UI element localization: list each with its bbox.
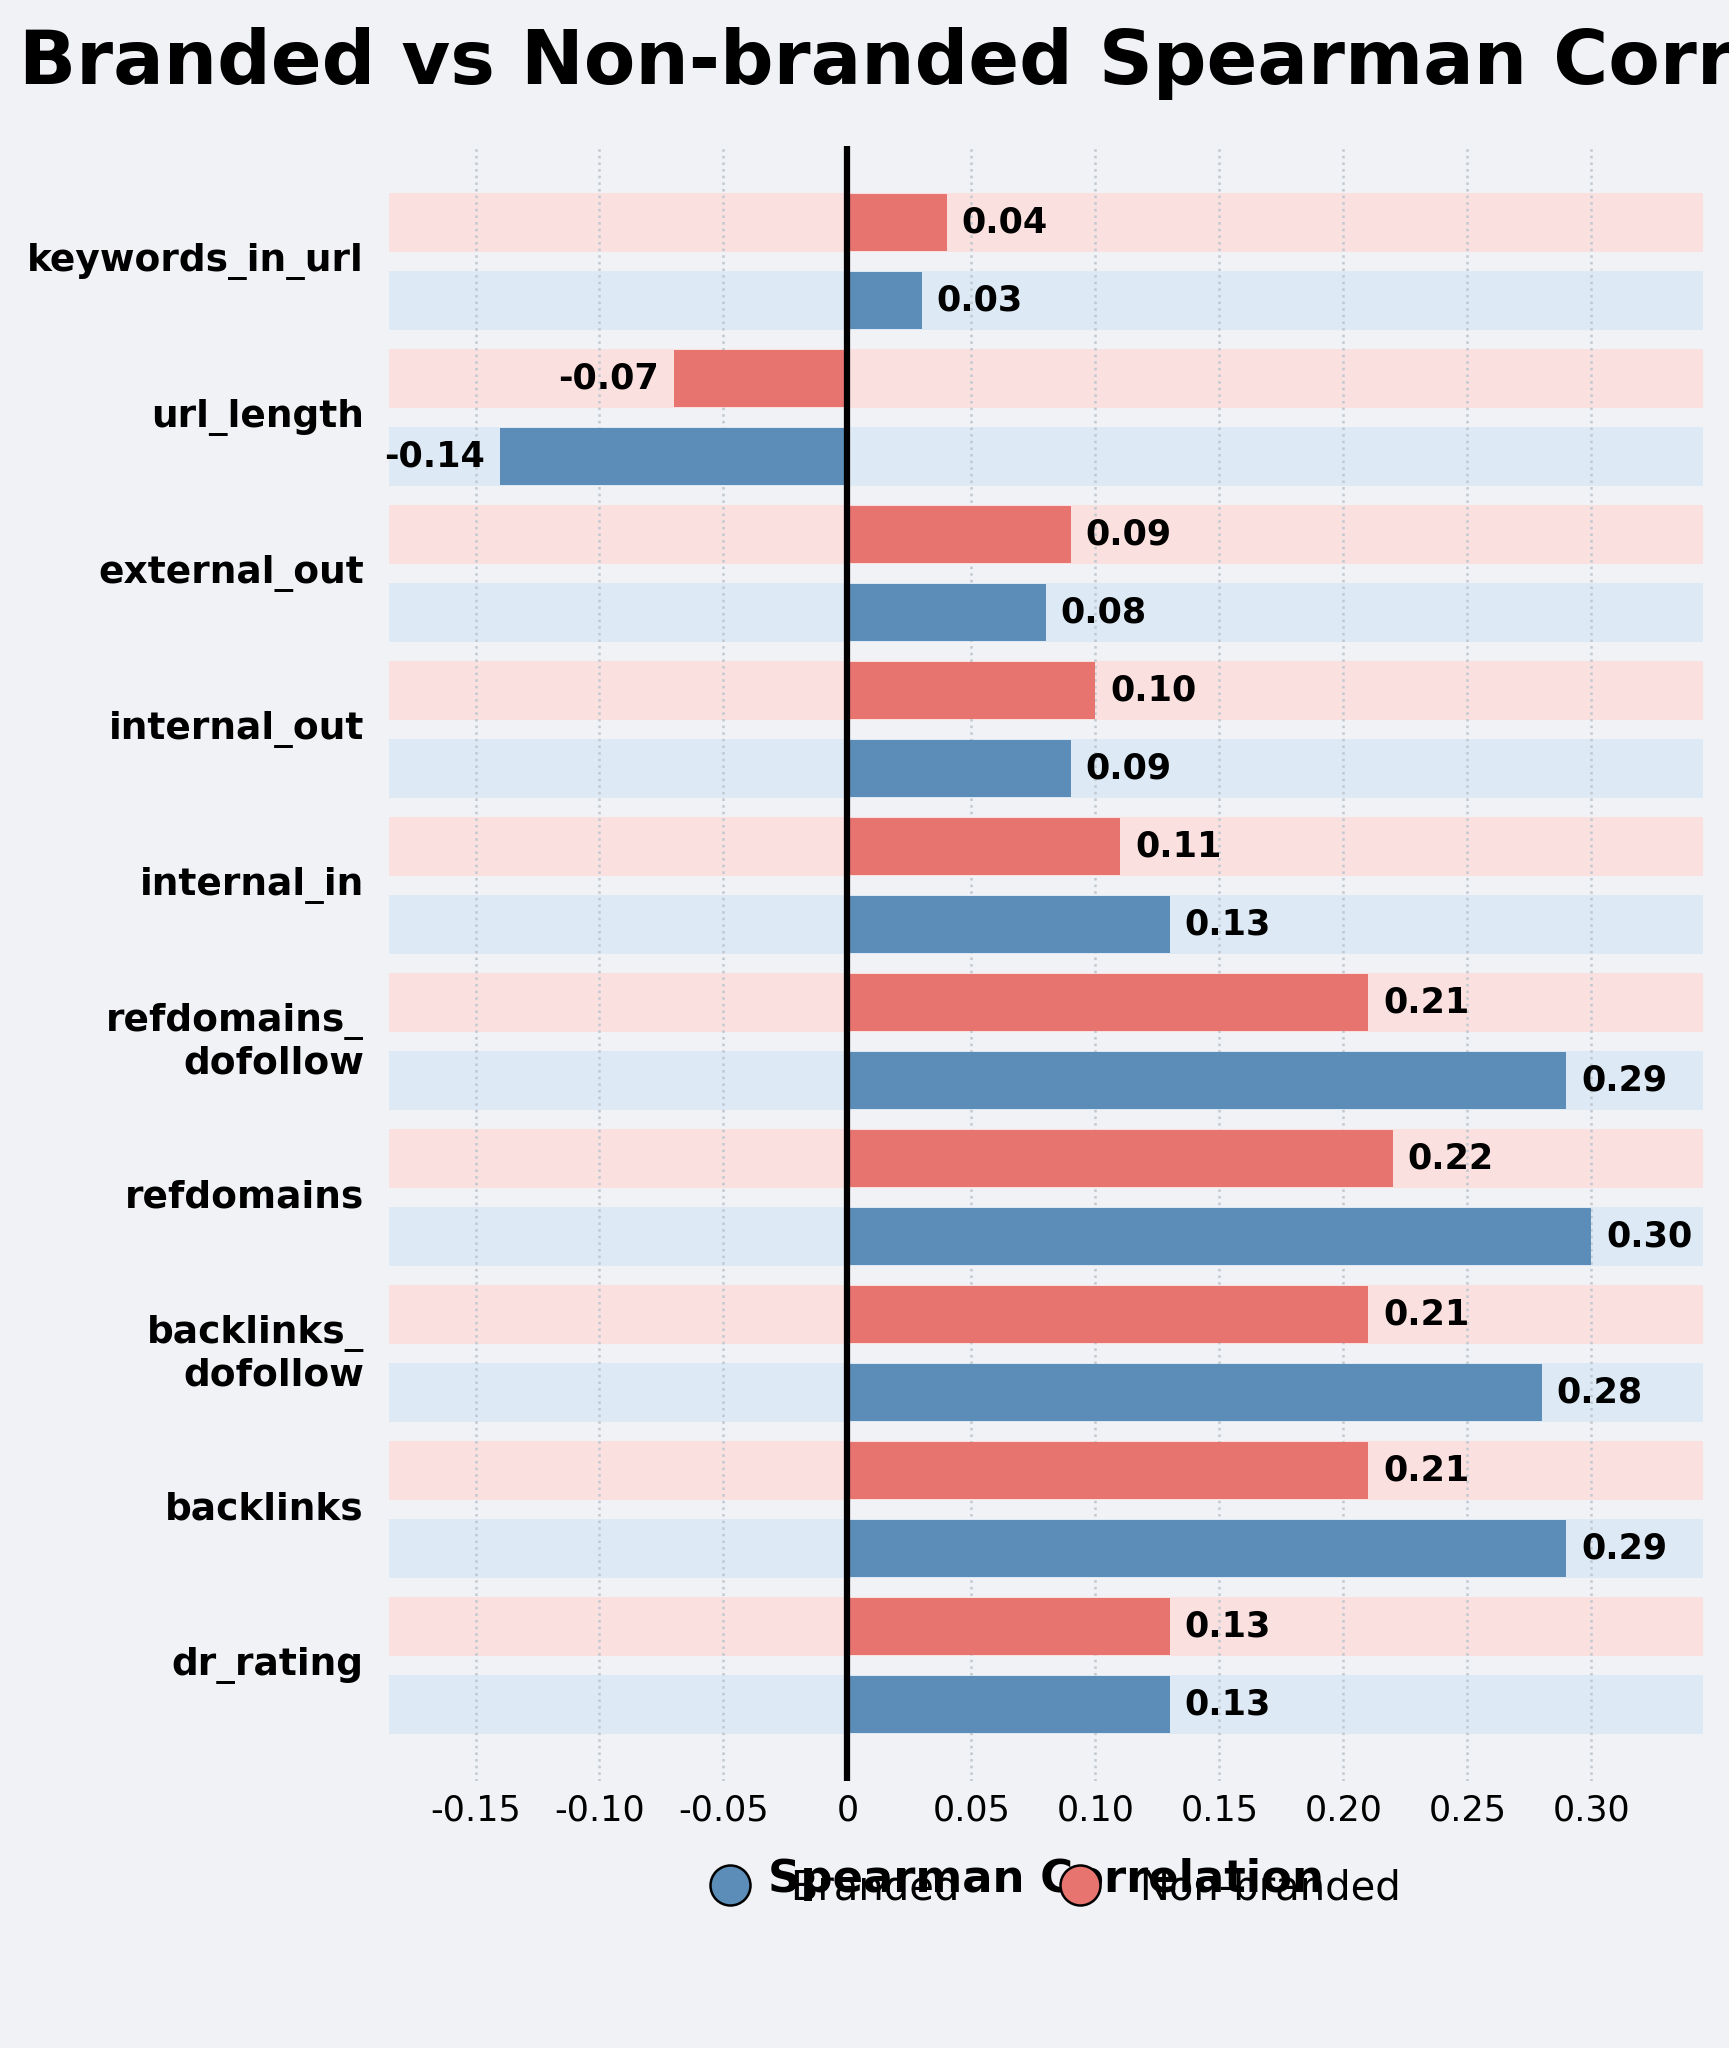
Bar — [847, 1442, 1368, 1499]
Text: 0.22: 0.22 — [1407, 1141, 1494, 1176]
Bar — [847, 272, 922, 330]
Bar — [847, 975, 1368, 1032]
Bar — [847, 584, 1046, 641]
Bar — [389, 506, 1701, 565]
Text: 0.08: 0.08 — [1060, 596, 1146, 631]
Bar — [847, 1597, 1169, 1655]
Bar — [847, 1364, 1541, 1421]
Bar — [674, 350, 847, 408]
Bar — [500, 428, 847, 485]
Text: -0.14: -0.14 — [384, 440, 486, 473]
Bar — [847, 1053, 1566, 1110]
Text: 0.09: 0.09 — [1084, 752, 1171, 786]
Text: 0.04: 0.04 — [961, 207, 1048, 240]
Text: 0.21: 0.21 — [1381, 1454, 1468, 1487]
Bar — [847, 1286, 1368, 1343]
Title: Branded vs Non-branded Spearman Correlations: Branded vs Non-branded Spearman Correlat… — [19, 27, 1729, 100]
Bar — [847, 1675, 1169, 1733]
Text: 0.29: 0.29 — [1580, 1063, 1667, 1098]
Bar — [847, 1130, 1392, 1188]
Bar — [389, 584, 1701, 643]
Text: 0.09: 0.09 — [1084, 518, 1171, 551]
Text: 0.21: 0.21 — [1381, 985, 1468, 1020]
Bar — [389, 270, 1701, 330]
Text: -0.07: -0.07 — [558, 362, 659, 395]
Bar — [847, 506, 1070, 563]
Bar — [389, 1675, 1701, 1735]
Bar — [389, 1206, 1701, 1266]
Bar — [389, 1128, 1701, 1188]
Bar — [389, 662, 1701, 721]
Bar — [389, 1520, 1701, 1579]
Bar — [389, 1362, 1701, 1421]
Bar — [847, 195, 946, 252]
Bar — [389, 895, 1701, 954]
Bar — [389, 350, 1701, 408]
Text: 0.13: 0.13 — [1184, 1688, 1271, 1722]
Bar — [389, 739, 1701, 799]
Text: 0.28: 0.28 — [1556, 1376, 1643, 1409]
Text: 0.21: 0.21 — [1381, 1298, 1468, 1331]
Text: 0.10: 0.10 — [1110, 674, 1196, 709]
Text: 0.11: 0.11 — [1134, 829, 1221, 864]
Bar — [847, 739, 1070, 797]
Bar — [389, 428, 1701, 487]
Bar — [389, 1597, 1701, 1657]
Legend: Branded, Non-branded: Branded, Non-branded — [674, 1851, 1416, 1925]
Bar — [389, 193, 1701, 252]
Text: 0.03: 0.03 — [935, 285, 1022, 317]
Bar — [389, 1442, 1701, 1501]
Text: 0.13: 0.13 — [1184, 907, 1271, 942]
Bar — [389, 1051, 1701, 1110]
Text: 0.29: 0.29 — [1580, 1532, 1667, 1565]
Bar — [389, 1284, 1701, 1343]
Bar — [847, 817, 1120, 877]
X-axis label: Spearman Correlation: Spearman Correlation — [768, 1858, 1323, 1901]
Bar — [847, 895, 1169, 954]
Text: 0.13: 0.13 — [1184, 1610, 1271, 1642]
Bar — [389, 973, 1701, 1032]
Text: 0.30: 0.30 — [1605, 1221, 1691, 1253]
Bar — [847, 1520, 1566, 1577]
Bar — [847, 662, 1094, 719]
Bar — [847, 1208, 1591, 1266]
Bar — [389, 817, 1701, 877]
